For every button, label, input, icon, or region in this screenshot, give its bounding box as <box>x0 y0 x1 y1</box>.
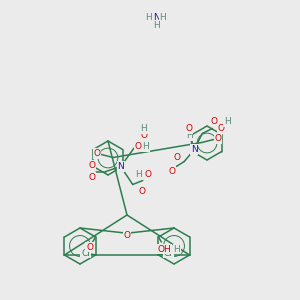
Text: H: H <box>186 131 193 140</box>
Text: O: O <box>169 167 176 176</box>
Text: Cl: Cl <box>164 248 173 257</box>
Text: O: O <box>94 149 101 158</box>
Text: H: H <box>142 142 149 151</box>
Text: N: N <box>191 145 198 154</box>
Text: O: O <box>174 153 181 162</box>
Text: H: H <box>160 14 167 22</box>
Text: O: O <box>140 131 147 140</box>
Text: N: N <box>117 162 124 171</box>
Text: H: H <box>153 22 159 31</box>
Text: O: O <box>134 142 141 151</box>
Text: O: O <box>124 232 130 241</box>
Text: O: O <box>214 134 221 143</box>
Text: Cl: Cl <box>81 248 90 257</box>
Text: O: O <box>186 124 193 133</box>
Text: H: H <box>135 170 142 179</box>
Text: H: H <box>140 124 147 133</box>
Text: O: O <box>218 124 225 133</box>
Text: O: O <box>211 117 218 126</box>
Text: O: O <box>86 242 93 251</box>
Text: O: O <box>88 173 95 182</box>
Text: O: O <box>88 161 95 170</box>
Text: H: H <box>146 14 152 22</box>
Text: H: H <box>173 244 180 253</box>
Text: O: O <box>138 187 145 196</box>
Text: H: H <box>224 117 231 126</box>
Text: N: N <box>153 14 159 22</box>
Text: OH: OH <box>158 244 171 253</box>
Text: O: O <box>144 170 151 179</box>
